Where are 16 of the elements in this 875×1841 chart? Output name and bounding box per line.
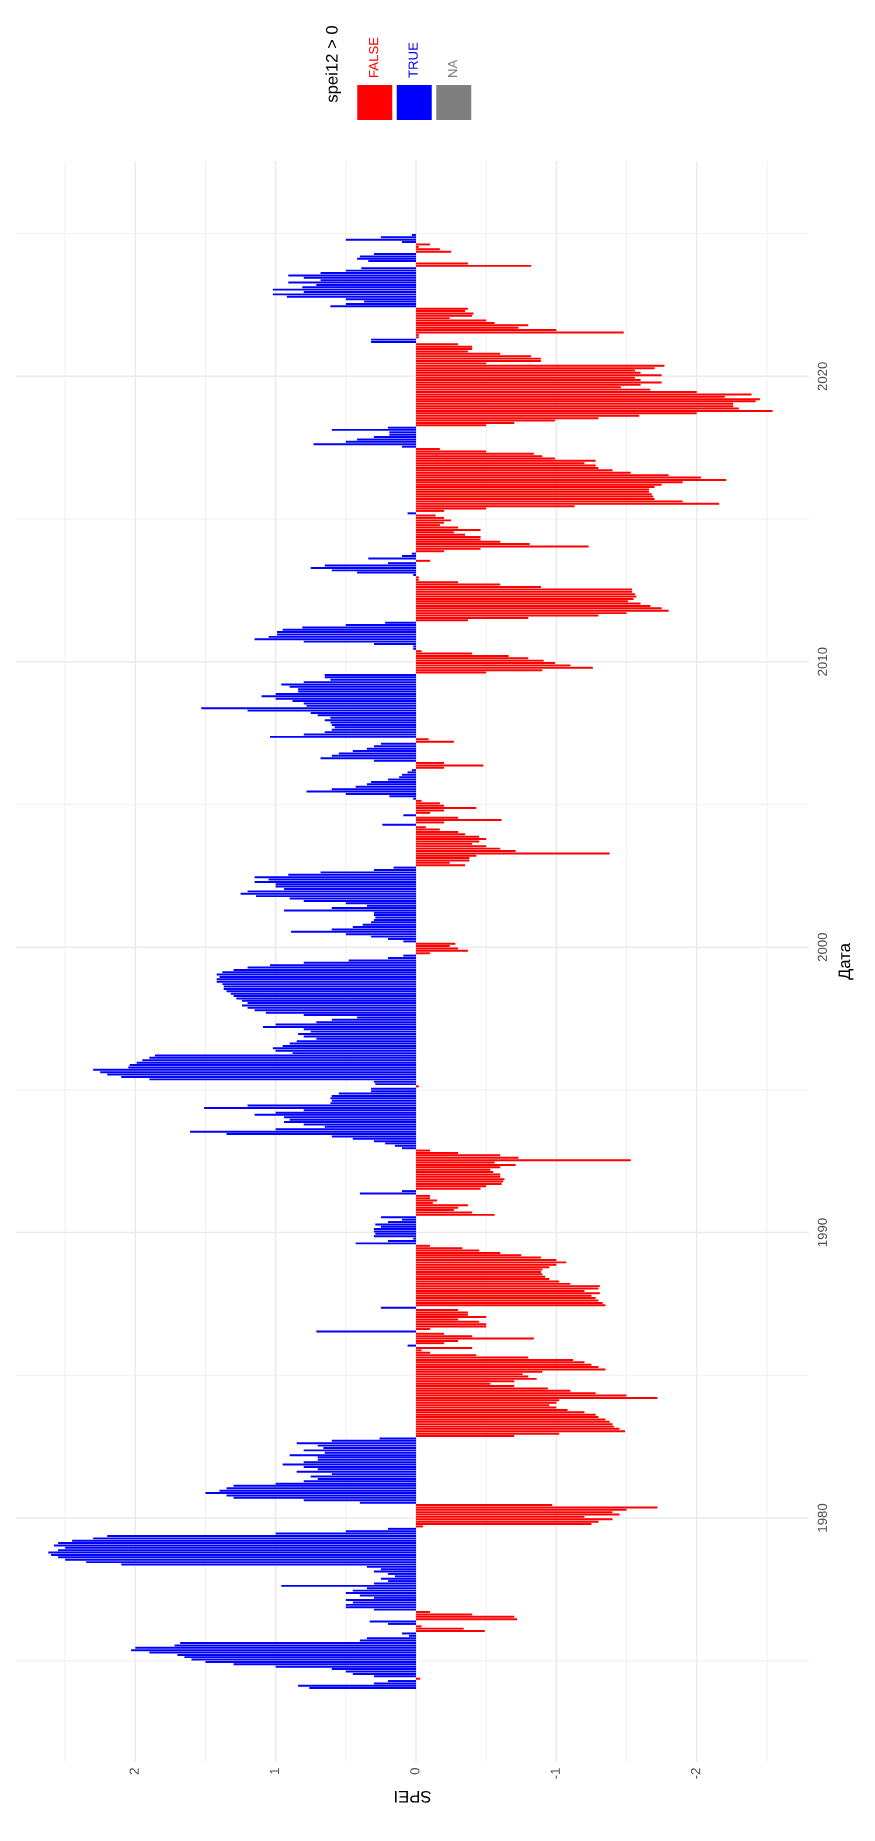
x-tick-label: -1 [550,1768,560,1779]
y-tick-label: 2020 [817,362,828,391]
text: FALSE [368,37,379,77]
y-tick-label: 1990 [817,1218,828,1247]
x-axis-title: SPEI [395,1790,431,1803]
y-axis-title: Дата [838,943,854,980]
legend-title: spei12 > 0 [325,25,342,103]
x-tick-label: -2 [690,1768,701,1779]
text: TRUE [408,42,418,78]
x-tick-label: 2 [129,1768,139,1775]
legend-label: NA [448,59,458,77]
y-tick-label: 1980 [817,1503,828,1532]
y-tick-label: 2000 [817,933,828,962]
x-tick-label: 1 [269,1768,280,1774]
x-tick-label: 0 [410,1768,420,1775]
y-tick-label: 2010 [817,647,828,676]
